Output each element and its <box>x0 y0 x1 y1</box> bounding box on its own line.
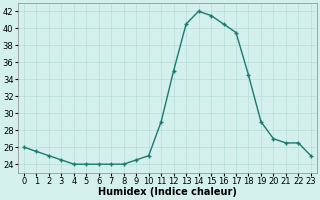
X-axis label: Humidex (Indice chaleur): Humidex (Indice chaleur) <box>98 187 237 197</box>
